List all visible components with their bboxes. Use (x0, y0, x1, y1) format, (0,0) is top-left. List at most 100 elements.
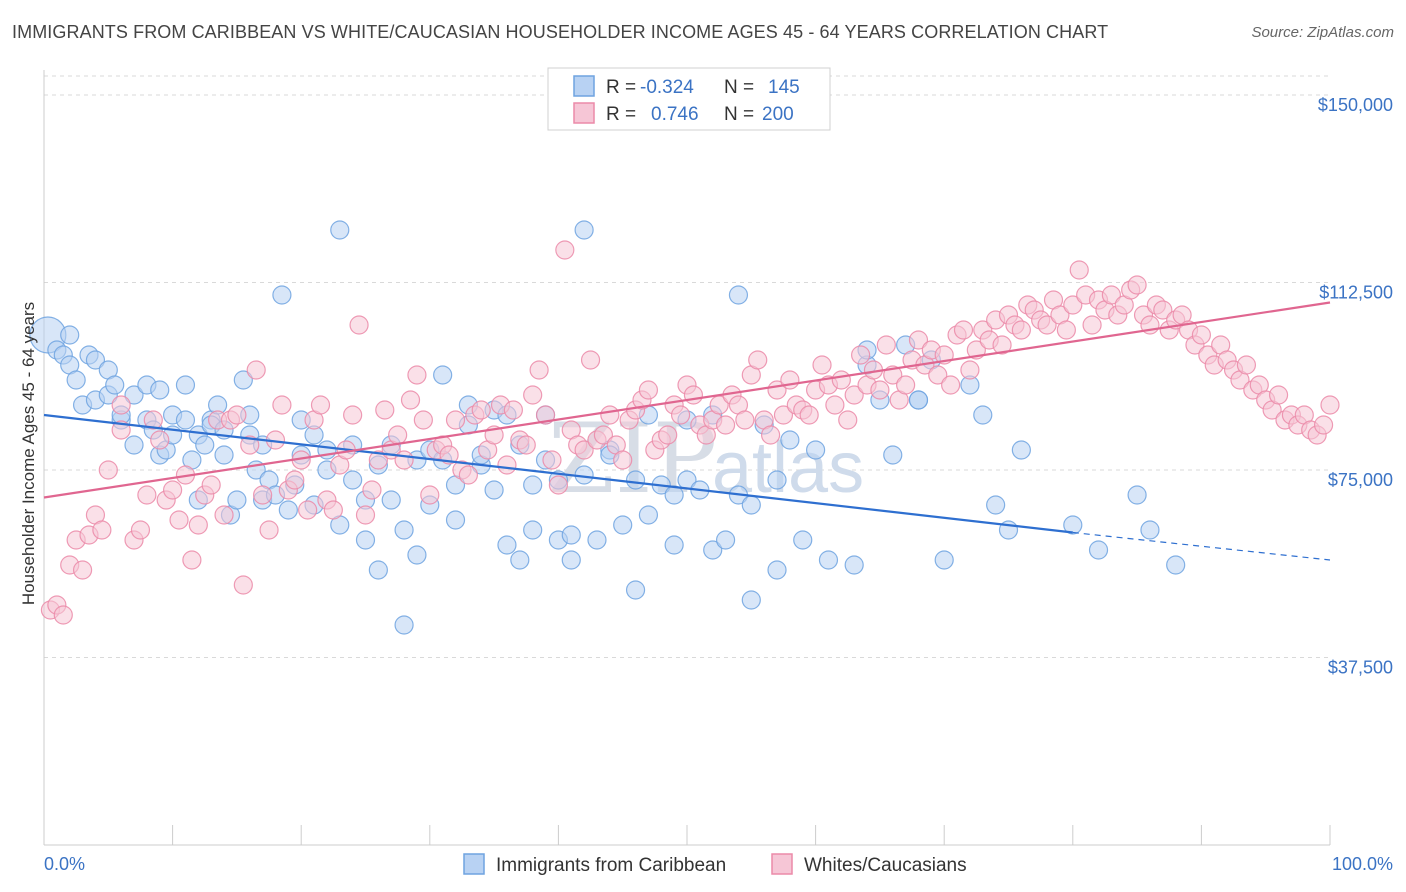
caribbean-point-119 (780, 430, 800, 450)
whites-point-125 (851, 345, 871, 365)
whites-point-71 (503, 400, 523, 420)
whites-point-8 (92, 520, 112, 540)
whites-point-61 (439, 445, 459, 465)
y-tick-label-2: $112,500 (1319, 283, 1393, 303)
caribbean-point-85 (523, 520, 543, 540)
caribbean-point-65 (394, 520, 414, 540)
caribbean-point-56 (330, 220, 350, 240)
caribbean-point-110 (703, 540, 723, 560)
whites-point-70 (497, 455, 517, 475)
whites-point-95 (658, 425, 678, 445)
whites-point-56 (407, 365, 427, 385)
whites-point-172 (1153, 300, 1173, 320)
bottom-legend-whites: Whites/Caucasians (804, 855, 967, 876)
caribbean-point-12 (105, 375, 125, 395)
whites-point-92 (638, 380, 659, 400)
whites-point-13 (130, 520, 151, 540)
caribbean-point-66 (394, 615, 414, 635)
whites-point-28 (227, 405, 247, 425)
legend-swatch-caribbean (573, 75, 595, 97)
whites-point-48 (355, 505, 376, 525)
caribbean-point-127 (883, 445, 903, 465)
caribbean-point-20 (150, 380, 170, 400)
whites-point-97 (670, 405, 691, 425)
whites-point-73 (516, 435, 536, 455)
whites-point-88 (613, 450, 633, 470)
caribbean-point-84 (510, 550, 530, 570)
whites-point-32 (253, 485, 273, 505)
whites-point-26 (214, 505, 234, 525)
whites-point-121 (825, 395, 845, 415)
caribbean-point-34 (214, 445, 234, 465)
whites-point-19 (169, 510, 189, 530)
legend-n-value-1: 145 (768, 77, 800, 98)
caribbean-point-134 (973, 405, 993, 425)
caribbean-point-93 (574, 220, 594, 240)
x-tick-label-1: 100.0% (1332, 854, 1393, 874)
caribbean-point-30 (195, 435, 215, 455)
whites-point-46 (343, 405, 363, 425)
whites-point-77 (542, 450, 562, 470)
legend-n-label-1: N = (724, 77, 754, 98)
whites-point-123 (838, 410, 858, 430)
caribbean-point-98 (613, 515, 633, 535)
whites-point-39 (298, 500, 318, 520)
chart-source: Source: ZipAtlas.com (1251, 24, 1394, 41)
whites-point-107 (735, 410, 755, 430)
whites-point-54 (394, 450, 414, 470)
caribbean-point-118 (767, 470, 787, 490)
caribbean-point-135 (986, 495, 1006, 515)
whites-point-129 (876, 335, 896, 355)
whites-point-5 (72, 560, 93, 580)
whites-point-128 (870, 380, 890, 400)
caribbean-point-130 (908, 390, 929, 410)
caribbean-point-8 (85, 350, 106, 370)
caribbean-point-15 (124, 385, 144, 405)
whites-point-50 (368, 450, 388, 470)
whites-point-164 (1101, 285, 1121, 305)
caribbean-point-121 (805, 440, 826, 460)
caribbean-point-91 (561, 525, 581, 545)
caribbean-point-73 (445, 510, 466, 530)
whites-point-161 (1082, 315, 1102, 335)
whites-point-47 (349, 315, 369, 335)
y-tick-label-3: $150,000 (1318, 95, 1393, 115)
caribbean-point-72 (433, 365, 453, 385)
whites-point-43 (323, 500, 343, 520)
y-tick-label-1: $75,000 (1328, 470, 1393, 490)
caribbean-point-64 (381, 490, 401, 510)
whites-point-109 (748, 350, 768, 370)
caribbean-point-132 (934, 550, 954, 570)
caribbean-point-123 (844, 555, 864, 575)
whites-point-66 (471, 400, 491, 420)
whites-point-55 (400, 390, 421, 410)
whites-point-35 (272, 395, 292, 415)
whites-point-24 (201, 475, 221, 495)
whites-point-31 (246, 360, 266, 380)
whites-point-75 (529, 360, 549, 380)
whites-point-57 (413, 410, 433, 430)
whites-point-141 (953, 320, 974, 340)
whites-point-132 (896, 375, 916, 395)
whites-point-178 (1191, 325, 1212, 345)
caribbean-point-67 (407, 545, 427, 565)
whites-point-16 (150, 430, 170, 450)
caribbean-point-140 (1127, 485, 1147, 505)
series-caribbean-points (29, 220, 1186, 635)
x-tick-label-0: 0.0% (44, 854, 85, 874)
whites-point-85 (593, 425, 614, 445)
whites-point-150 (1011, 320, 1031, 340)
whites-point-147 (992, 335, 1012, 355)
whites-point-2 (53, 605, 73, 625)
caribbean-point-137 (1011, 440, 1031, 460)
series-whites-points (40, 240, 1340, 625)
caribbean-point-38 (233, 370, 253, 390)
grid-lines (44, 75, 1330, 658)
trend-line-whites (43, 301, 1331, 499)
axis-labels: $37,500 $75,000 $112,500 $150,000 0.0% 100.0%… (19, 95, 1393, 874)
y-tick-label-0: $37,500 (1328, 658, 1393, 678)
legend-r-label-2: R = (606, 104, 636, 125)
whites-point-64 (458, 465, 478, 485)
whites-point-154 (1037, 315, 1057, 335)
caribbean-point-99 (625, 580, 646, 600)
